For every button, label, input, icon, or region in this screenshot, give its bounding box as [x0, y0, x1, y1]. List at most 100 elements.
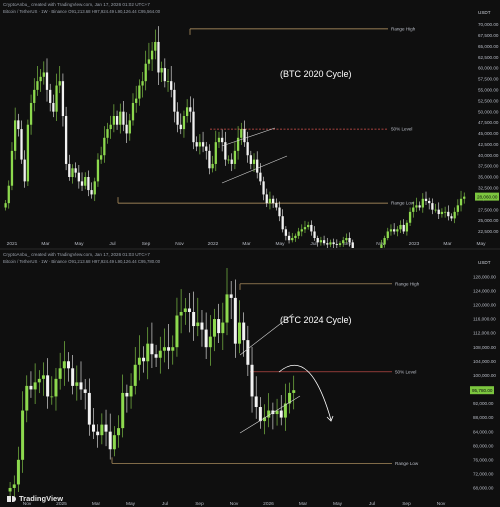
candle-body [187, 308, 191, 312]
candle-body [192, 111, 195, 143]
candle-body [71, 368, 75, 386]
candle-body [93, 181, 96, 195]
candle-body [211, 163, 214, 169]
candle-body [33, 89, 36, 103]
candle-body [54, 378, 58, 397]
chart-title: (BTC 2020 Cycle) [280, 69, 352, 79]
x-tick-label: Nov [230, 501, 239, 507]
candle-body [150, 343, 154, 355]
channel-upper-line [239, 313, 294, 356]
candle-body [402, 224, 405, 232]
candle-body [342, 240, 345, 244]
candle-body [275, 203, 278, 208]
channel-upper-line [221, 127, 276, 147]
candle-body [75, 382, 79, 386]
y-tick-label: 40,000.00 [478, 153, 499, 158]
candle-body [230, 159, 233, 164]
projection-arrow [278, 364, 332, 421]
candle-body [389, 229, 393, 232]
candle-body [170, 81, 173, 90]
candle-body [303, 227, 307, 230]
candle-body [217, 137, 221, 143]
candle-body [405, 222, 409, 232]
x-tick-label: Sep [195, 501, 204, 507]
candle-body [121, 392, 125, 429]
channel-lower-line [239, 395, 301, 434]
candle-body [287, 235, 291, 241]
candle-body [316, 238, 319, 243]
candle-body [351, 242, 354, 249]
y-tick-label: 45,000.00 [478, 131, 499, 136]
candle-body [246, 142, 249, 156]
candle-body [275, 410, 279, 415]
candle-body [46, 375, 50, 397]
candle-body [84, 177, 87, 186]
candle-body [418, 205, 421, 208]
candle-body [77, 172, 80, 182]
candle-body [431, 203, 434, 210]
candle-body [447, 211, 450, 217]
candle-body [179, 124, 182, 130]
y-tick-label: 35,000.00 [478, 175, 499, 180]
y-tick-label: 120,000.00 [473, 303, 496, 308]
x-tick-label: 2025 [56, 501, 67, 507]
candle-body [205, 146, 208, 151]
candle-body [83, 389, 87, 393]
candlestick-chart-2024[interactable]: 128,000.00 124,000.00 120,000.00 116,000.00… [0, 250, 500, 507]
candle-body [208, 336, 212, 348]
candle-body [212, 319, 216, 337]
chart-title: (BTC 2024 Cycle) [280, 315, 352, 325]
candle-body [249, 155, 252, 164]
x-tick-label: May [275, 241, 285, 247]
candle-body [386, 231, 389, 238]
x-tick-label: 2026 [263, 501, 274, 507]
candlestick-chart-2020[interactable]: 70,000.00 67,500.00 65,000.00 62,500.00 60,0… [0, 0, 500, 249]
candle-body [319, 240, 323, 243]
candle-body [221, 322, 225, 334]
candle-body [208, 150, 211, 169]
candle-body [192, 311, 196, 327]
y-tick-label: 57,500.00 [478, 77, 499, 82]
candle-body [283, 403, 287, 418]
candle-body [195, 142, 198, 147]
candle-body [310, 224, 313, 232]
candle-body [338, 243, 342, 245]
candle-body [176, 111, 179, 125]
y-tick-label: 22,500.00 [478, 229, 499, 234]
candle-body [55, 85, 58, 112]
candle-body [171, 347, 175, 351]
candle-body [307, 224, 310, 228]
candle-body [297, 231, 300, 236]
y-tick-label: 32,500.00 [478, 186, 499, 191]
candle-body [74, 168, 77, 173]
candle-body [49, 89, 52, 103]
candle-body [278, 207, 281, 217]
candle-body [8, 487, 12, 492]
candle-body [131, 102, 135, 121]
candle-body [240, 129, 243, 138]
candle-body [115, 116, 119, 125]
candle-body [443, 211, 447, 213]
candle-body [10, 150, 14, 186]
candle-body [252, 159, 256, 164]
candle-body [300, 229, 303, 232]
candle-body [415, 205, 418, 208]
x-tick-label: Jul [310, 241, 316, 247]
candle-body [37, 378, 41, 383]
candle-body [41, 375, 45, 379]
candle-body [135, 98, 138, 103]
candle-body [128, 120, 131, 134]
y-tick-label: 84,000.00 [473, 429, 494, 434]
candle-body [456, 205, 459, 212]
candle-body [17, 120, 20, 130]
x-tick-label: May [476, 241, 486, 247]
candle-body [204, 329, 208, 348]
tradingview-brand-label: TradingView [19, 494, 64, 503]
tradingview-brand[interactable]: TradingView [7, 494, 63, 503]
candle-body [198, 142, 202, 147]
candle-body [112, 435, 116, 450]
candle-body [99, 155, 103, 160]
candle-body [265, 194, 268, 204]
x-tick-label: 2023 [409, 241, 420, 247]
candle-body [332, 242, 335, 245]
